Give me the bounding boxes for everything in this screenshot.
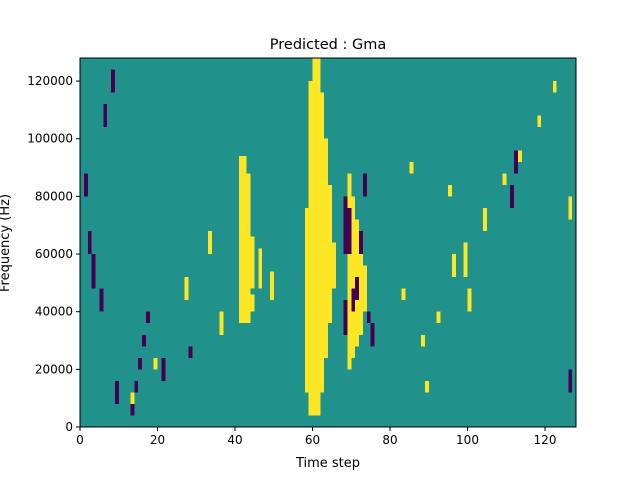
heatmap-cell [331, 242, 336, 289]
heatmap-cell [145, 311, 150, 324]
heatmap-cell [362, 265, 367, 312]
y-tick-label: 80000 [35, 189, 73, 203]
heatmap-cell [370, 323, 375, 347]
heatmap-cell [114, 380, 119, 404]
heatmap-cell [537, 115, 542, 128]
x-tick-label: 80 [382, 433, 397, 447]
y-tick-label: 0 [65, 420, 73, 434]
heatmap-cell [320, 92, 325, 393]
heatmap-cell [130, 392, 135, 404]
heatmap-cell [448, 184, 452, 197]
heatmap-cell [517, 150, 522, 162]
heatmap-cell [142, 334, 146, 347]
heatmap-cell [312, 58, 317, 416]
heatmap-cell [328, 184, 332, 324]
y-axis-label: Frequency (Hz) [0, 194, 13, 292]
heatmap-cell [111, 69, 115, 93]
heatmap-cell [359, 230, 363, 255]
heatmap-cell [351, 288, 356, 312]
heatmap-cell [250, 294, 255, 312]
heatmap-cell [355, 277, 359, 301]
heatmap-cell [359, 254, 363, 335]
chart-title: Predicted : Gma [270, 37, 386, 53]
heatmap-cell [436, 311, 441, 324]
heatmap-cell [347, 173, 352, 370]
heatmap-cell [258, 248, 263, 289]
heatmap-cell [421, 334, 425, 347]
heatmap-cell [568, 196, 573, 220]
heatmap-cell [80, 127, 84, 162]
heatmap-cell [130, 403, 135, 416]
heatmap-cell [324, 138, 328, 358]
heatmap-cell [87, 230, 92, 255]
plot-frame [79, 57, 577, 428]
heatmap-cell [568, 369, 573, 393]
heatmap-cell [250, 236, 255, 289]
heatmap-cell [304, 207, 309, 393]
heatmap-cell [246, 173, 251, 324]
heatmap-cell [188, 346, 193, 358]
heatmap-cell [103, 104, 108, 128]
heatmap-cell [514, 150, 518, 174]
heatmap-cell [552, 81, 557, 93]
heatmap-cell [316, 58, 321, 416]
heatmap-cell [502, 173, 507, 185]
heatmap-cell [184, 277, 189, 301]
heatmap-cell [91, 254, 96, 289]
heatmap-cell [99, 288, 104, 312]
y-axis: 0 20000 40000 60000 80000 100000 120000 [27, 74, 80, 434]
heatmap-cell [452, 254, 456, 278]
y-tick-label: 40000 [35, 305, 73, 319]
heatmap-cell [483, 207, 487, 231]
heatmap-cell [424, 380, 429, 393]
heatmap-cell [134, 380, 139, 393]
heatmap-cell [83, 173, 88, 197]
heatmap-cell [409, 161, 414, 174]
heatmap-cell [401, 288, 406, 301]
heatmap-cell [343, 196, 348, 255]
heatmap-cell [238, 156, 243, 324]
heatmap-cell [510, 184, 514, 208]
heatmap-cell [362, 173, 367, 197]
x-tick-label: 120 [534, 433, 557, 447]
x-axis-label: Time step [295, 456, 360, 471]
heatmap-cell [463, 242, 468, 278]
y-tick-label: 20000 [35, 362, 73, 376]
heatmap-cell [138, 357, 142, 370]
y-tick-label: 60000 [35, 247, 73, 261]
x-tick-label: 40 [227, 433, 242, 447]
heatmap-cell [242, 156, 247, 324]
y-tick-label: 120000 [27, 74, 73, 88]
plot-area [79, 57, 577, 428]
x-tick-label: 60 [305, 433, 320, 447]
heatmap-cell [351, 196, 356, 358]
heatmap-cell [161, 357, 166, 381]
heatmap-cell [343, 300, 348, 335]
heatmap-cell [467, 288, 472, 312]
x-tick-label: 20 [150, 433, 165, 447]
heatmap-cell [366, 311, 371, 324]
heatmap-cell [308, 81, 313, 416]
heatmap-cell [347, 207, 352, 255]
heatmap-cell [153, 357, 158, 370]
x-tick-label: 0 [76, 433, 84, 447]
heatmap-cell [269, 271, 274, 301]
y-tick-label: 100000 [27, 132, 73, 146]
x-axis: 0 20 40 60 80 100 120 [76, 427, 556, 447]
x-tick-label: 100 [456, 433, 479, 447]
heatmap-cell [219, 311, 224, 335]
heatmap-cell [207, 230, 212, 255]
